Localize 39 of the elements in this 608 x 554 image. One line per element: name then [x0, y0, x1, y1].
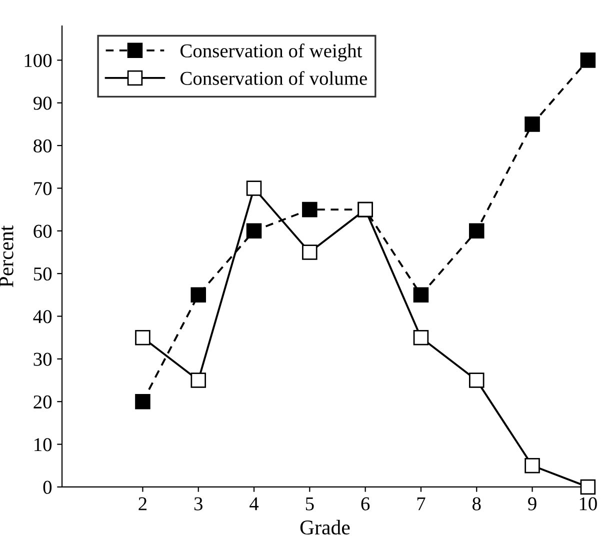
x-tick-label: 4	[250, 497, 259, 510]
x-tick-label: 10	[580, 497, 597, 510]
point	[580, 52, 596, 68]
point	[190, 287, 206, 303]
point	[246, 223, 262, 239]
point	[468, 223, 484, 239]
point	[524, 116, 540, 132]
y-tick-label: 60	[34, 224, 52, 238]
x-tick-label: 7	[417, 497, 426, 510]
x-axis-title: Grade	[300, 520, 350, 535]
x-tick-label: 9	[528, 497, 536, 510]
legend-label: Conservation of weight	[180, 44, 362, 62]
point	[135, 330, 150, 346]
y-tick-label: 20	[34, 395, 52, 409]
y-tick-label: 50	[34, 267, 52, 281]
legend-label: Conservation of volume	[180, 71, 367, 85]
point	[302, 244, 318, 260]
x-tick-label: 3	[194, 497, 202, 510]
y-tick-label: 100	[24, 54, 52, 68]
point	[413, 330, 429, 346]
y-tick-label: 10	[34, 438, 52, 452]
y-tick-label: 70	[34, 182, 52, 196]
x-tick-label: 6	[361, 497, 370, 510]
point	[524, 458, 540, 474]
x-tick-label: 8	[472, 497, 481, 510]
y-tick-label: 0	[43, 480, 52, 494]
point	[135, 394, 150, 410]
x-tick-label: 2	[138, 497, 146, 510]
point	[468, 372, 484, 388]
y-tick-label: 90	[33, 96, 52, 110]
x-tick-label: 5	[306, 497, 314, 510]
point	[413, 287, 429, 303]
y-tick-label: 40	[33, 310, 52, 324]
y-tick-label: 30	[34, 352, 52, 366]
point	[580, 479, 596, 495]
point	[190, 372, 206, 388]
y-tick-label: 80	[34, 139, 52, 152]
point	[246, 180, 262, 196]
point	[302, 202, 318, 218]
